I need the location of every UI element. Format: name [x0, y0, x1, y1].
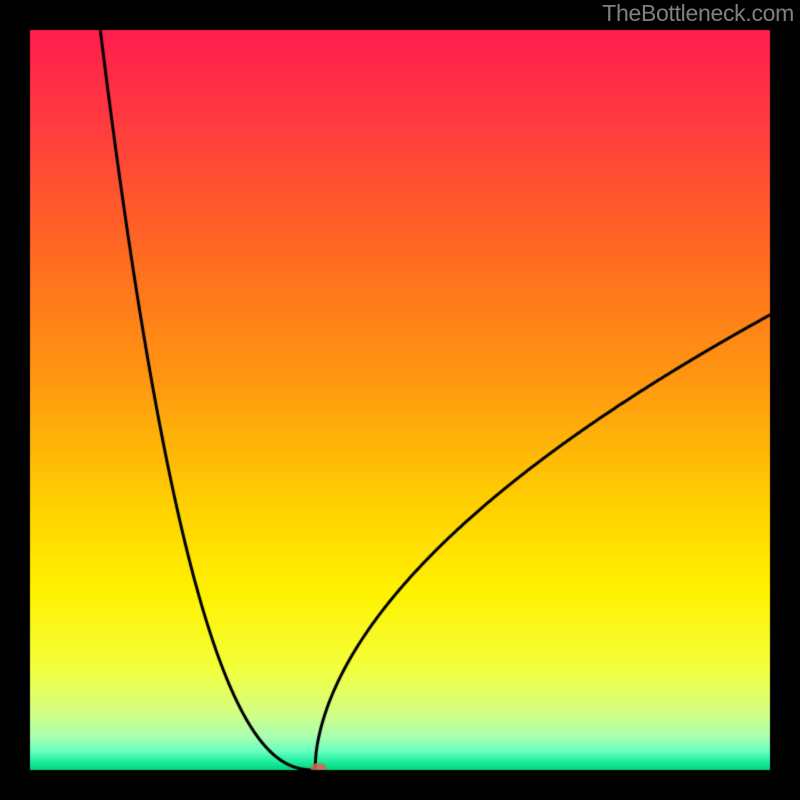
bottleneck-curve-plot [0, 0, 800, 800]
watermark-text: TheBottleneck.com [602, 0, 794, 27]
chart-stage: TheBottleneck.com [0, 0, 800, 800]
